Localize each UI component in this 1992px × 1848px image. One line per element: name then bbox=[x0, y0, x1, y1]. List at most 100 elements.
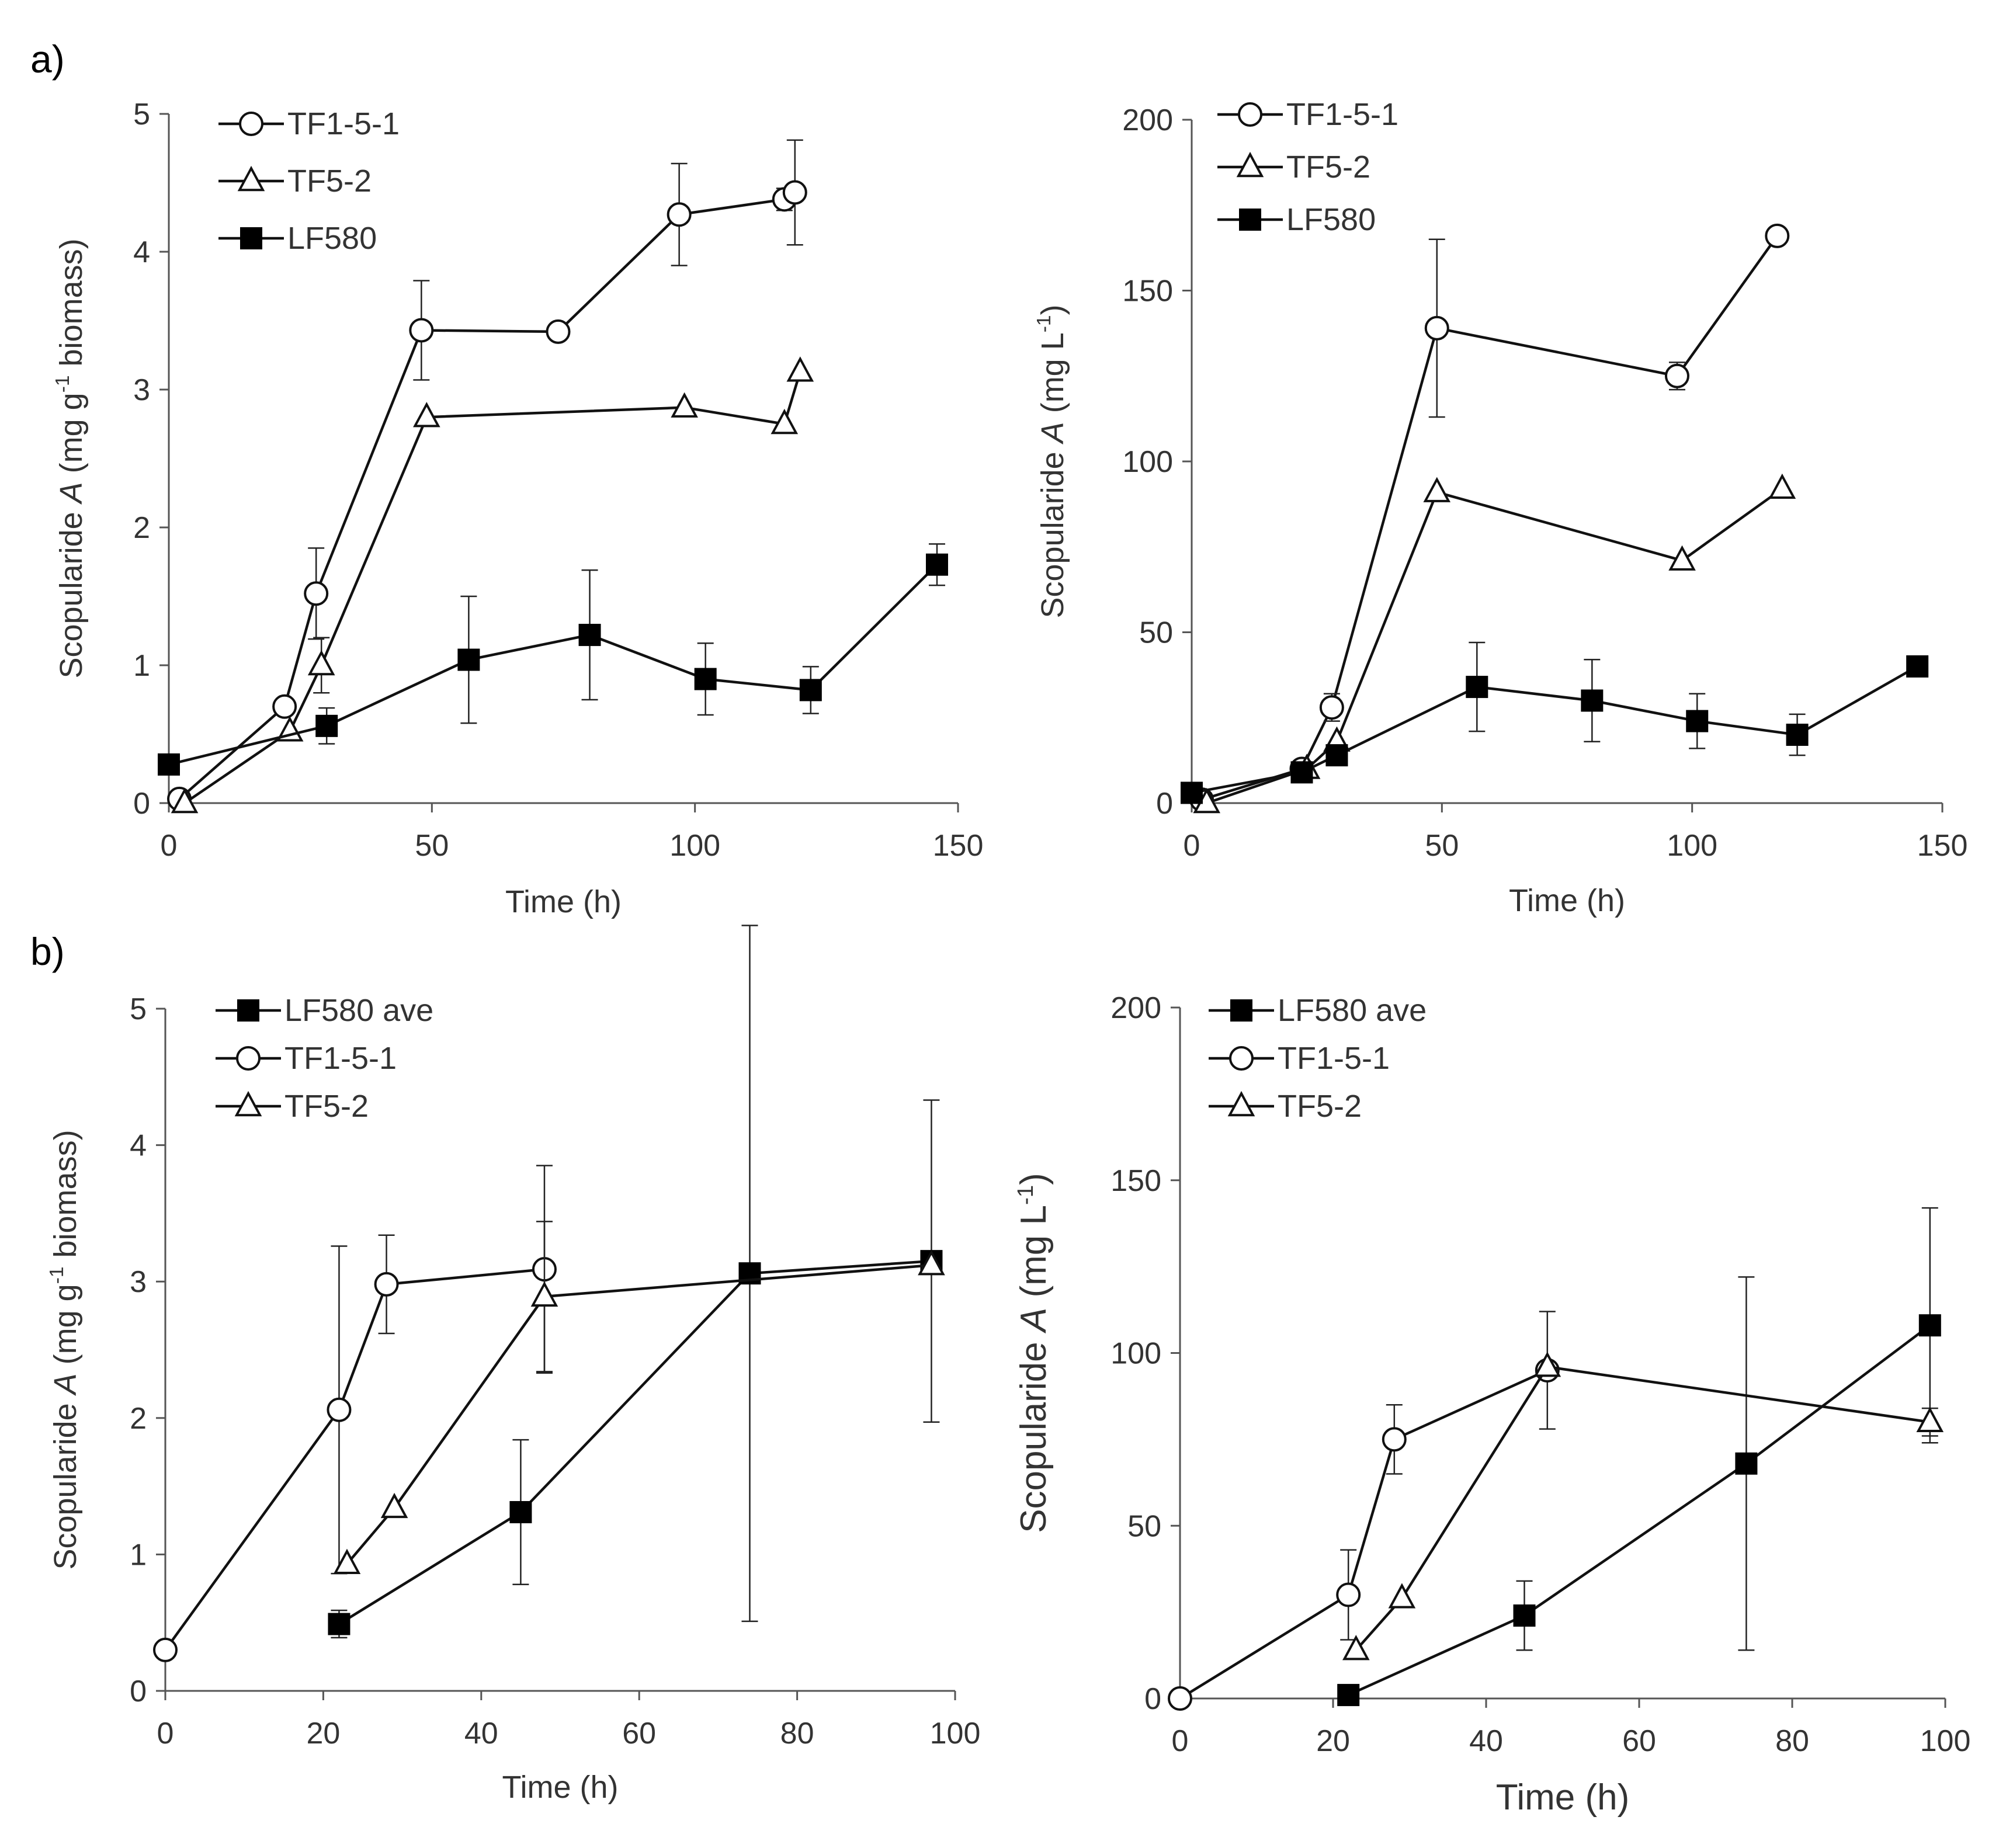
chart-b-left: 0 1 2 3 4 5 0 20 40 60 80 100 Time (h) Scopularide A … bbox=[46, 925, 981, 1805]
legend: TF1-5-1 TF5-2 LF580 bbox=[218, 106, 400, 256]
data-point-tf1-5-1 bbox=[409, 318, 434, 343]
data-point-lf580 bbox=[1325, 744, 1348, 767]
data-point-tf1-5-1 bbox=[1382, 1427, 1407, 1452]
y-tick-label: 2 bbox=[133, 511, 150, 545]
data-point-tf5-2 bbox=[1668, 545, 1696, 571]
data-point-lf580 bbox=[694, 668, 717, 690]
data-point-lf580 bbox=[578, 624, 601, 647]
series-line-tf1-5-1 bbox=[1201, 235, 1779, 801]
data-point-tf1-5-1 bbox=[1424, 315, 1449, 341]
legend-label-tf5-2: TF5-2 bbox=[287, 164, 372, 199]
x-tick-label: 40 bbox=[1469, 1724, 1503, 1758]
legend-marker-lf580 bbox=[240, 227, 262, 249]
y-tick-label: 4 bbox=[130, 1129, 147, 1163]
x-tick-label: 100 bbox=[930, 1717, 981, 1750]
y-tick-label: 4 bbox=[133, 235, 150, 269]
data-point-tf1-5-1 bbox=[1336, 1582, 1361, 1607]
x-tick-label: 60 bbox=[622, 1717, 656, 1750]
y-axis-label: Scopularide A (mg L-1) bbox=[1033, 304, 1070, 618]
data-point-tf5-2 bbox=[276, 716, 304, 742]
series-lf580 bbox=[1181, 641, 1929, 804]
x-tick-label: 100 bbox=[1667, 829, 1717, 863]
data-point-tf1-5-1 bbox=[782, 180, 807, 205]
data-point-tf5-2 bbox=[413, 402, 440, 428]
data-point-tf5-2 bbox=[1342, 1635, 1370, 1661]
data-point-tf1-5-1 bbox=[1765, 223, 1790, 248]
y-tick-label: 50 bbox=[1127, 1509, 1161, 1543]
data-point-tf5-2 bbox=[786, 356, 814, 382]
data-point-tf5-2 bbox=[1388, 1583, 1416, 1609]
y-tick-label: 150 bbox=[1110, 1164, 1161, 1198]
panel-a-label: a) bbox=[30, 37, 65, 81]
data-point-lf580 bbox=[925, 553, 948, 576]
legend-marker-tf1-5-1 bbox=[1229, 1046, 1254, 1071]
chart-b-right: 0 50 100 150 200 0 20 40 60 80 100 Time (h) Scopular… bbox=[1013, 991, 1970, 1818]
data-point-lf580 bbox=[799, 679, 822, 701]
y-tick-label: 1 bbox=[133, 649, 150, 683]
series-line-tf1-5-1 bbox=[178, 191, 796, 800]
legend-marker-tf1-5-1 bbox=[1238, 102, 1262, 127]
data-point-lf580 bbox=[1290, 761, 1313, 784]
data-point-tf5-2 bbox=[1916, 1406, 1944, 1432]
x-tick-label: 20 bbox=[306, 1717, 340, 1750]
x-tick-label: 40 bbox=[464, 1717, 498, 1750]
y-tick-label: 5 bbox=[133, 98, 150, 131]
data-point-lf580-ave bbox=[1337, 1684, 1360, 1707]
series-line-tf5-2 bbox=[1355, 1365, 1931, 1651]
y-axis-label: Scopularide A (mg g-1 biomass) bbox=[46, 1130, 83, 1569]
x-tick-label: 50 bbox=[1425, 829, 1459, 863]
legend-label-lf580: LF580 bbox=[1286, 202, 1376, 237]
y-tick-label: 0 bbox=[1156, 787, 1173, 821]
legend: TF1-5-1 TF5-2 LF580 bbox=[1217, 97, 1398, 237]
data-point-tf5-2 bbox=[530, 1281, 558, 1307]
data-point-tf1-5-1 bbox=[153, 1637, 178, 1662]
data-point-lf580-ave bbox=[509, 1500, 532, 1523]
y-tick-label: 50 bbox=[1139, 616, 1173, 650]
legend-marker-tf1-5-1 bbox=[239, 112, 263, 136]
legend-label-lf580-ave: LF580 ave bbox=[1278, 993, 1427, 1028]
data-point-tf5-2 bbox=[1423, 477, 1451, 502]
y-tick-label: 5 bbox=[130, 992, 147, 1026]
series-tf5-2 bbox=[1342, 1352, 1944, 1661]
x-axis-label: Time (h) bbox=[502, 1770, 619, 1805]
series-tf5-2 bbox=[171, 356, 814, 814]
data-point-lf580 bbox=[315, 714, 338, 737]
data-point-tf5-2 bbox=[1533, 1352, 1561, 1377]
x-tick-label: 60 bbox=[1622, 1724, 1656, 1758]
legend-label-lf580: LF580 bbox=[287, 221, 377, 256]
data-point-tf1-5-1 bbox=[667, 202, 692, 227]
series-line-tf5-2 bbox=[346, 1263, 932, 1565]
x-tick-label: 0 bbox=[1172, 1724, 1189, 1758]
series-line-tf1-5-1 bbox=[164, 1267, 545, 1651]
y-tick-label: 0 bbox=[133, 787, 150, 821]
data-point-lf580 bbox=[1466, 676, 1488, 699]
y-tick-label: 1 bbox=[130, 1538, 147, 1572]
legend-label-tf1-5-1: TF1-5-1 bbox=[1278, 1041, 1390, 1076]
x-tick-label: 80 bbox=[1775, 1724, 1809, 1758]
data-point-lf580 bbox=[1181, 781, 1203, 804]
data-point-tf1-5-1 bbox=[1319, 695, 1344, 720]
y-tick-label: 3 bbox=[133, 373, 150, 407]
legend-marker-tf5-2 bbox=[237, 165, 265, 192]
legend-label-tf1-5-1: TF1-5-1 bbox=[284, 1041, 397, 1076]
data-point-tf5-2 bbox=[771, 408, 799, 435]
y-tick-label: 0 bbox=[130, 1675, 147, 1708]
legend: LF580 ave TF1-5-1 TF5-2 bbox=[1209, 993, 1427, 1124]
legend-marker-tf5-2 bbox=[234, 1090, 262, 1117]
legend-label-tf5-2: TF5-2 bbox=[284, 1089, 369, 1124]
y-axis-label: Scopularide A (mg g-1 biomass) bbox=[52, 238, 89, 678]
panel-b-label: b) bbox=[30, 930, 65, 973]
x-tick-label: 100 bbox=[669, 829, 720, 863]
legend-label-tf1-5-1: TF1-5-1 bbox=[1286, 97, 1398, 132]
x-tick-label: 80 bbox=[780, 1717, 814, 1750]
legend-marker-lf580-ave bbox=[1230, 999, 1252, 1022]
legend-label-tf1-5-1: TF1-5-1 bbox=[287, 106, 400, 141]
legend-label-tf5-2: TF5-2 bbox=[1278, 1089, 1362, 1124]
x-tick-label: 20 bbox=[1316, 1724, 1350, 1758]
data-point-lf580 bbox=[158, 753, 180, 776]
data-point-tf5-2 bbox=[380, 1492, 408, 1519]
x-tick-label: 0 bbox=[1184, 829, 1200, 863]
data-point-tf1-5-1 bbox=[304, 581, 329, 606]
